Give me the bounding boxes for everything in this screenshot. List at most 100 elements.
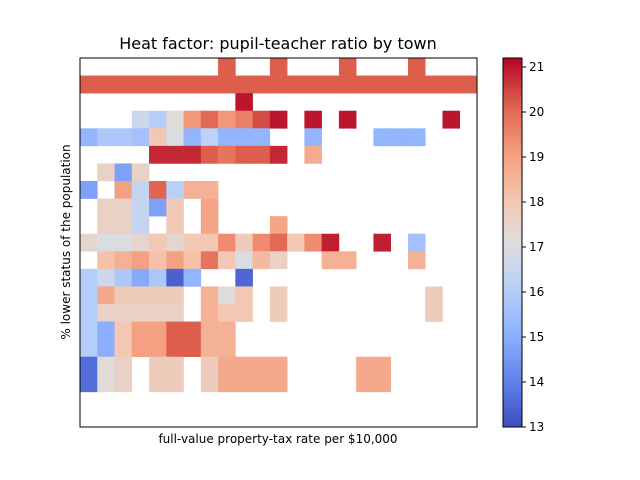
heatmap-cell	[97, 251, 115, 270]
heatmap-cell	[166, 145, 184, 164]
heatmap-cell	[287, 233, 305, 252]
heatmap-cell	[373, 128, 391, 147]
heatmap-cell	[407, 251, 426, 270]
heatmap-cell	[269, 374, 288, 393]
heatmap-cell	[149, 128, 167, 147]
heatmap-cell	[235, 75, 253, 94]
heatmap-cell	[269, 251, 288, 270]
heatmap-cell	[235, 268, 253, 287]
heatmap-cell	[131, 216, 150, 235]
heatmap-cell	[235, 93, 253, 112]
heatmap-cell	[338, 251, 357, 270]
heatmap-cell	[373, 75, 391, 94]
heatmap-cell	[97, 198, 115, 217]
heatmap-cell	[114, 286, 133, 305]
heatmap-cell	[97, 304, 115, 322]
heatmap-cell	[80, 268, 98, 287]
heatmap-cell	[218, 251, 236, 270]
colorbar-tick-label: 16	[529, 285, 544, 299]
heatmap-cell	[114, 321, 133, 340]
heatmap-cell	[166, 356, 184, 375]
heatmap-cell	[149, 286, 167, 305]
heatmap-cell	[166, 304, 184, 322]
heatmap-cell	[149, 304, 167, 322]
heatmap-cell	[218, 110, 236, 129]
heatmap-cell	[321, 251, 340, 270]
heatmap-cell	[131, 181, 150, 199]
heatmap-cell	[149, 268, 167, 287]
heatmap-cell	[114, 339, 133, 358]
heatmap-cell	[304, 145, 322, 164]
colorbar-tick-label: 13	[529, 420, 544, 434]
heatmap-cell	[304, 128, 322, 147]
heatmap-cell	[80, 374, 98, 393]
heatmap-cell	[183, 128, 202, 147]
heatmap-cell	[200, 304, 219, 322]
heatmap-cell	[390, 128, 409, 147]
heatmap-cell	[269, 233, 288, 252]
heatmap-cell	[149, 374, 167, 393]
heatmap-cell	[97, 321, 115, 340]
heatmap-cell	[338, 58, 357, 76]
heatmap-cell	[218, 128, 236, 147]
heatmap-cell	[166, 110, 184, 129]
heatmap-cell	[338, 110, 357, 129]
heatmap-cell	[200, 233, 219, 252]
heatmap-cell	[149, 198, 167, 217]
heatmap-cell	[200, 128, 219, 147]
colorbar-tick-label: 20	[529, 105, 544, 119]
heatmap-cell	[149, 233, 167, 252]
heatmap-cell	[252, 110, 271, 129]
heatmap-cell	[200, 75, 219, 94]
heatmap-cell	[183, 321, 202, 340]
heatmap-cell	[200, 181, 219, 199]
heatmap-cell	[166, 216, 184, 235]
heatmap-cell	[80, 339, 98, 358]
colorbar	[502, 57, 523, 428]
heatmap-cell	[183, 145, 202, 164]
heatmap-cell	[80, 304, 98, 322]
colorbar-tick-label: 19	[529, 150, 544, 164]
heatmap-cell	[218, 145, 236, 164]
heatmap-cell	[97, 374, 115, 393]
heatmap-cell	[166, 198, 184, 217]
heatmap-cell	[80, 233, 98, 252]
heatmap-cell	[304, 75, 322, 94]
heatmap-cell	[321, 75, 340, 94]
heatmap-cell	[166, 268, 184, 287]
heatmap-cell	[149, 251, 167, 270]
heatmap-cell	[200, 110, 219, 129]
heatmap-cell	[131, 128, 150, 147]
heatmap-cell	[356, 374, 374, 393]
heatmap-cell	[218, 374, 236, 393]
heatmap-cell	[235, 286, 253, 305]
heatmap-cell	[149, 181, 167, 199]
heatmap-cell	[407, 233, 426, 252]
heatmap-cell	[97, 216, 115, 235]
heatmap-cell	[338, 75, 357, 94]
y-axis-label: % lower status of the population	[59, 144, 73, 339]
heatmap-cell	[218, 233, 236, 252]
heatmap-cell	[166, 75, 184, 94]
heatmap-cell	[131, 198, 150, 217]
heatmap-cell	[235, 110, 253, 129]
x-axis-label: full-value property-tax rate per $10,000	[158, 432, 397, 446]
heatmap-cell	[166, 181, 184, 199]
heatmap-cell	[373, 356, 391, 375]
heatmap-cell	[200, 321, 219, 340]
heatmap-cell	[218, 75, 236, 94]
heatmap-cell	[269, 356, 288, 375]
heatmap-cell	[114, 216, 133, 235]
heatmap-cell	[80, 286, 98, 305]
heatmap-cell	[442, 75, 461, 94]
heatmap-cell	[166, 321, 184, 340]
heatmap-cell	[425, 75, 443, 94]
heatmap-cell	[183, 233, 202, 252]
heatmap-cell	[269, 304, 288, 322]
heatmap-cell	[166, 374, 184, 393]
heatmap-cell	[114, 304, 133, 322]
heatmap-cell	[252, 233, 271, 252]
heatmap-cell	[218, 304, 236, 322]
heatmap-cell	[166, 251, 184, 270]
